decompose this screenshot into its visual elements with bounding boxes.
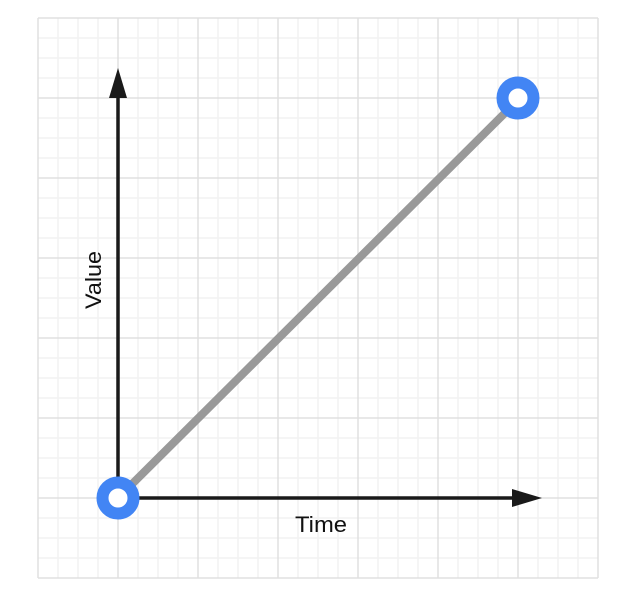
point-end: [496, 76, 540, 120]
y-axis-label: Value: [81, 251, 106, 309]
x-axis-label: Time: [295, 512, 347, 537]
x-axis-arrowhead: [512, 489, 542, 507]
point-start: [96, 476, 140, 520]
trend-line: [115, 97, 521, 501]
y-axis-arrowhead: [109, 68, 127, 98]
grid: [37, 17, 599, 579]
